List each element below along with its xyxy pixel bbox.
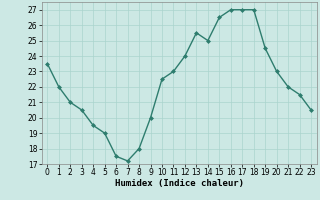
X-axis label: Humidex (Indice chaleur): Humidex (Indice chaleur) bbox=[115, 179, 244, 188]
